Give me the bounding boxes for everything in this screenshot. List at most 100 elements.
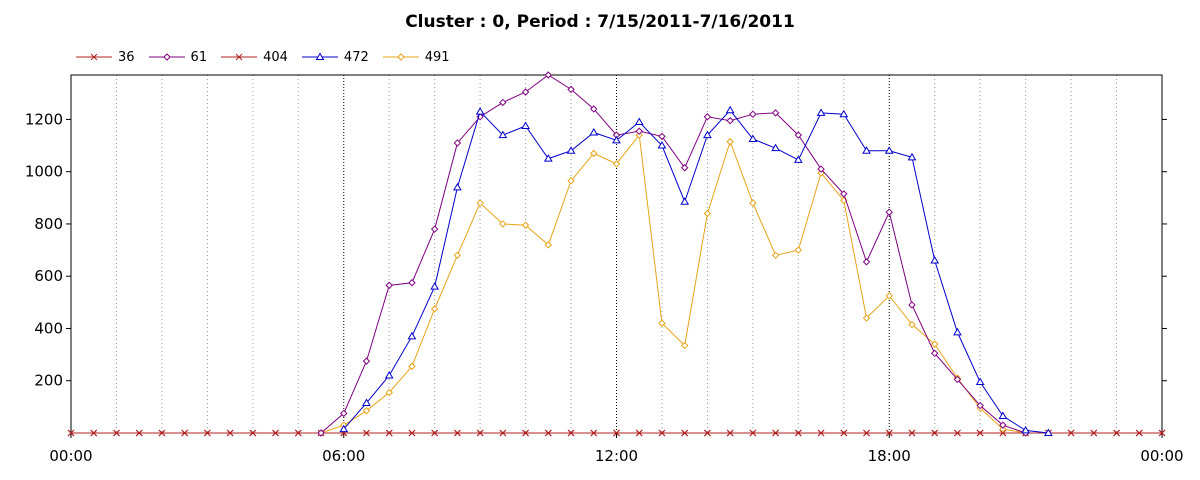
- data-point-x: [204, 429, 211, 437]
- data-point-diamond: [430, 225, 439, 233]
- data-point-diamond: [385, 281, 393, 290]
- legend-marker-diamond-icon: [382, 53, 419, 61]
- y-tick-label: 1200: [25, 110, 63, 128]
- data-point-triangle: [975, 377, 985, 386]
- data-point-triangle: [907, 152, 917, 161]
- data-point-x: [590, 429, 598, 437]
- data-point-diamond: [635, 127, 643, 135]
- data-point-triangle: [816, 108, 826, 116]
- data-point-triangle: [703, 130, 712, 139]
- data-point-triangle: [998, 411, 1008, 420]
- data-point-diamond: [749, 199, 757, 207]
- data-point-diamond: [703, 209, 712, 218]
- data-point-triangle: [1043, 428, 1053, 436]
- data-point-triangle: [407, 331, 417, 340]
- data-point-triangle: [543, 154, 553, 162]
- data-point-diamond: [521, 221, 530, 229]
- legend-label: 472: [343, 49, 369, 65]
- data-point-x: [1090, 429, 1098, 437]
- data-point-diamond: [862, 314, 871, 322]
- data-point-triangle: [589, 127, 599, 136]
- y-tick-label: 1000: [25, 163, 63, 181]
- legend: 36 61 404 472 491: [76, 48, 464, 66]
- y-tick-label: 800: [34, 215, 63, 233]
- data-point-x: [863, 429, 870, 437]
- grid: [115, 75, 1118, 433]
- data-point-x: [181, 429, 188, 437]
- data-point-diamond: [703, 113, 712, 121]
- chart-title: Cluster : 0, Period : 7/15/2011-7/16/201…: [405, 12, 795, 32]
- data-point-x: [954, 429, 961, 437]
- data-point-diamond: [680, 341, 689, 350]
- data-point-diamond: [840, 190, 848, 198]
- data-point-triangle: [793, 155, 803, 163]
- data-point-diamond: [521, 88, 530, 96]
- legend-item-61: 61: [148, 50, 207, 65]
- data-point-x: [499, 429, 507, 437]
- data-point-diamond: [749, 110, 757, 118]
- x-tick-label: 00:00: [49, 447, 92, 465]
- legend-item-472: 472: [301, 49, 369, 65]
- y-tick-label: 600: [34, 267, 63, 285]
- series-61: [317, 71, 1030, 437]
- axis-ticks: 200 400 600 800 1000 1200 00:00 06:00 12:00 18:00…: [25, 110, 1184, 465]
- data-point-x: [840, 429, 848, 437]
- y-tick-label: 400: [34, 319, 63, 337]
- data-point-triangle: [839, 109, 849, 118]
- data-point-diamond: [771, 251, 780, 260]
- data-point-x: [794, 429, 802, 437]
- data-point-x: [567, 429, 575, 437]
- data-point-diamond: [499, 98, 507, 107]
- data-point-triangle: [953, 327, 962, 336]
- data-point-diamond: [499, 220, 507, 228]
- data-point-x: [976, 429, 984, 437]
- data-point-triangle: [384, 371, 394, 379]
- data-point-triangle: [884, 146, 894, 154]
- data-point-x: [113, 429, 120, 437]
- data-point-diamond: [453, 251, 462, 260]
- legend-marker-x-icon: [76, 53, 112, 61]
- series-layer: [67, 71, 1166, 437]
- data-point-diamond: [658, 132, 666, 141]
- data-point-diamond: [726, 137, 734, 146]
- data-point-diamond: [771, 109, 780, 117]
- data-point-diamond: [953, 375, 962, 384]
- data-point-x: [363, 429, 370, 437]
- data-point-diamond: [635, 131, 643, 139]
- x-tick-label: 18:00: [868, 447, 911, 465]
- data-point-x: [1135, 429, 1143, 437]
- data-point-x: [817, 429, 825, 437]
- data-point-x: [772, 429, 779, 437]
- data-point-triangle: [612, 135, 621, 144]
- data-point-diamond: [544, 241, 553, 249]
- data-point-x: [1158, 429, 1166, 437]
- data-point-diamond: [340, 409, 348, 418]
- data-point-x: [1113, 429, 1120, 437]
- data-point-triangle: [498, 130, 508, 139]
- data-point-triangle: [362, 398, 371, 406]
- data-point-x: [454, 429, 461, 437]
- data-point-diamond: [862, 258, 871, 266]
- legend-label: 491: [424, 49, 450, 65]
- data-point-diamond: [817, 165, 825, 173]
- data-point-diamond: [999, 425, 1007, 433]
- data-point-x: [908, 429, 916, 437]
- legend-marker-triangle-icon: [301, 52, 338, 60]
- data-point-x: [385, 429, 393, 437]
- data-point-diamond: [885, 292, 893, 300]
- data-point-triangle: [862, 146, 871, 154]
- data-point-diamond: [908, 320, 916, 329]
- x-tick-label: 00:00: [1140, 447, 1183, 465]
- data-point-triangle: [725, 105, 735, 114]
- series-491: [317, 131, 1030, 437]
- series-line: [320, 133, 1026, 434]
- data-point-x: [522, 429, 529, 437]
- data-point-diamond: [885, 208, 893, 216]
- data-point-x: [1067, 429, 1075, 437]
- data-point-x: [90, 429, 98, 437]
- data-point-diamond: [680, 164, 689, 172]
- data-point-triangle: [680, 197, 690, 205]
- data-point-diamond: [408, 362, 416, 371]
- data-point-diamond: [362, 357, 371, 365]
